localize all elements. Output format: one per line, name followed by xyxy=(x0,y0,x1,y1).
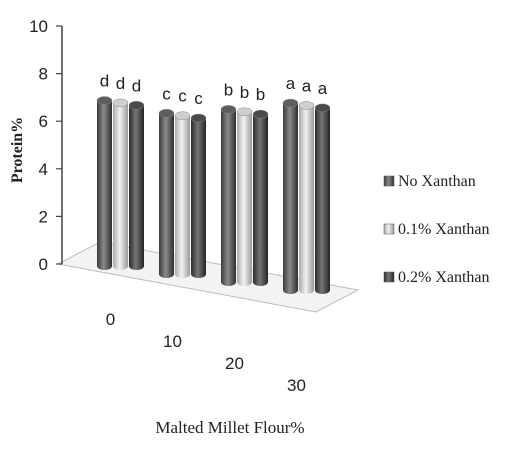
legend-item: 0.1% Xanthan xyxy=(383,221,490,238)
significance-letter: c xyxy=(194,89,203,108)
significance-letters: d d d c c c b b ba a a xyxy=(100,72,328,109)
bar xyxy=(128,101,145,270)
significance-letter: a xyxy=(302,77,312,96)
legend: No Xanthan 0.1% Xanthan 0.2% Xanthan xyxy=(383,173,490,286)
bar xyxy=(236,107,253,286)
x-tick-label: 0 xyxy=(106,310,115,329)
y-tick-label: 6 xyxy=(39,112,48,131)
bar xyxy=(252,109,269,286)
significance-letter: b xyxy=(224,80,233,99)
bar xyxy=(282,98,299,294)
bar xyxy=(174,111,191,278)
bar xyxy=(298,101,315,294)
bar xyxy=(112,98,129,270)
x-tick-label: 30 xyxy=(287,376,306,395)
significance-letter: b xyxy=(256,85,265,104)
y-axis-title: Protein% xyxy=(9,117,26,183)
significance-letter: c xyxy=(178,87,187,106)
bar xyxy=(190,113,207,278)
legend-item: No Xanthan xyxy=(383,173,476,190)
bars xyxy=(96,96,331,294)
bar xyxy=(220,105,237,286)
y-tick-label: 10 xyxy=(29,17,48,36)
significance-letter: d xyxy=(100,72,109,91)
significance-letter: d xyxy=(116,74,125,93)
x-tick-label: 10 xyxy=(163,332,182,351)
y-tick-label: 2 xyxy=(39,207,48,226)
legend-swatch xyxy=(383,271,395,283)
x-axis-title: Malted Millet Flour% xyxy=(155,418,304,437)
bar xyxy=(314,103,331,294)
legend-label: 0.2% Xanthan xyxy=(398,269,490,286)
legend-item: 0.2% Xanthan xyxy=(383,269,490,286)
significance-letter: c xyxy=(162,84,171,103)
legend-label: 0.1% Xanthan xyxy=(398,221,490,238)
y-tick-label: 8 xyxy=(39,65,48,84)
legend-swatch xyxy=(383,175,395,187)
significance-letter: a xyxy=(318,79,328,98)
y-tick-label: 4 xyxy=(39,160,48,179)
y-axis-ticks: 0 2 4 6 8 10 xyxy=(29,17,62,274)
x-tick-label: 20 xyxy=(225,354,244,373)
legend-swatch xyxy=(383,223,395,235)
legend-label: No Xanthan xyxy=(398,173,476,190)
y-tick-label: 0 xyxy=(39,255,48,274)
significance-letter: d xyxy=(132,76,141,95)
bar xyxy=(96,96,113,270)
significance-letter: a xyxy=(286,74,296,93)
bar xyxy=(158,109,175,278)
x-axis-ticks: 0 10 20 30 xyxy=(106,310,306,395)
significance-letter: b xyxy=(240,83,249,102)
